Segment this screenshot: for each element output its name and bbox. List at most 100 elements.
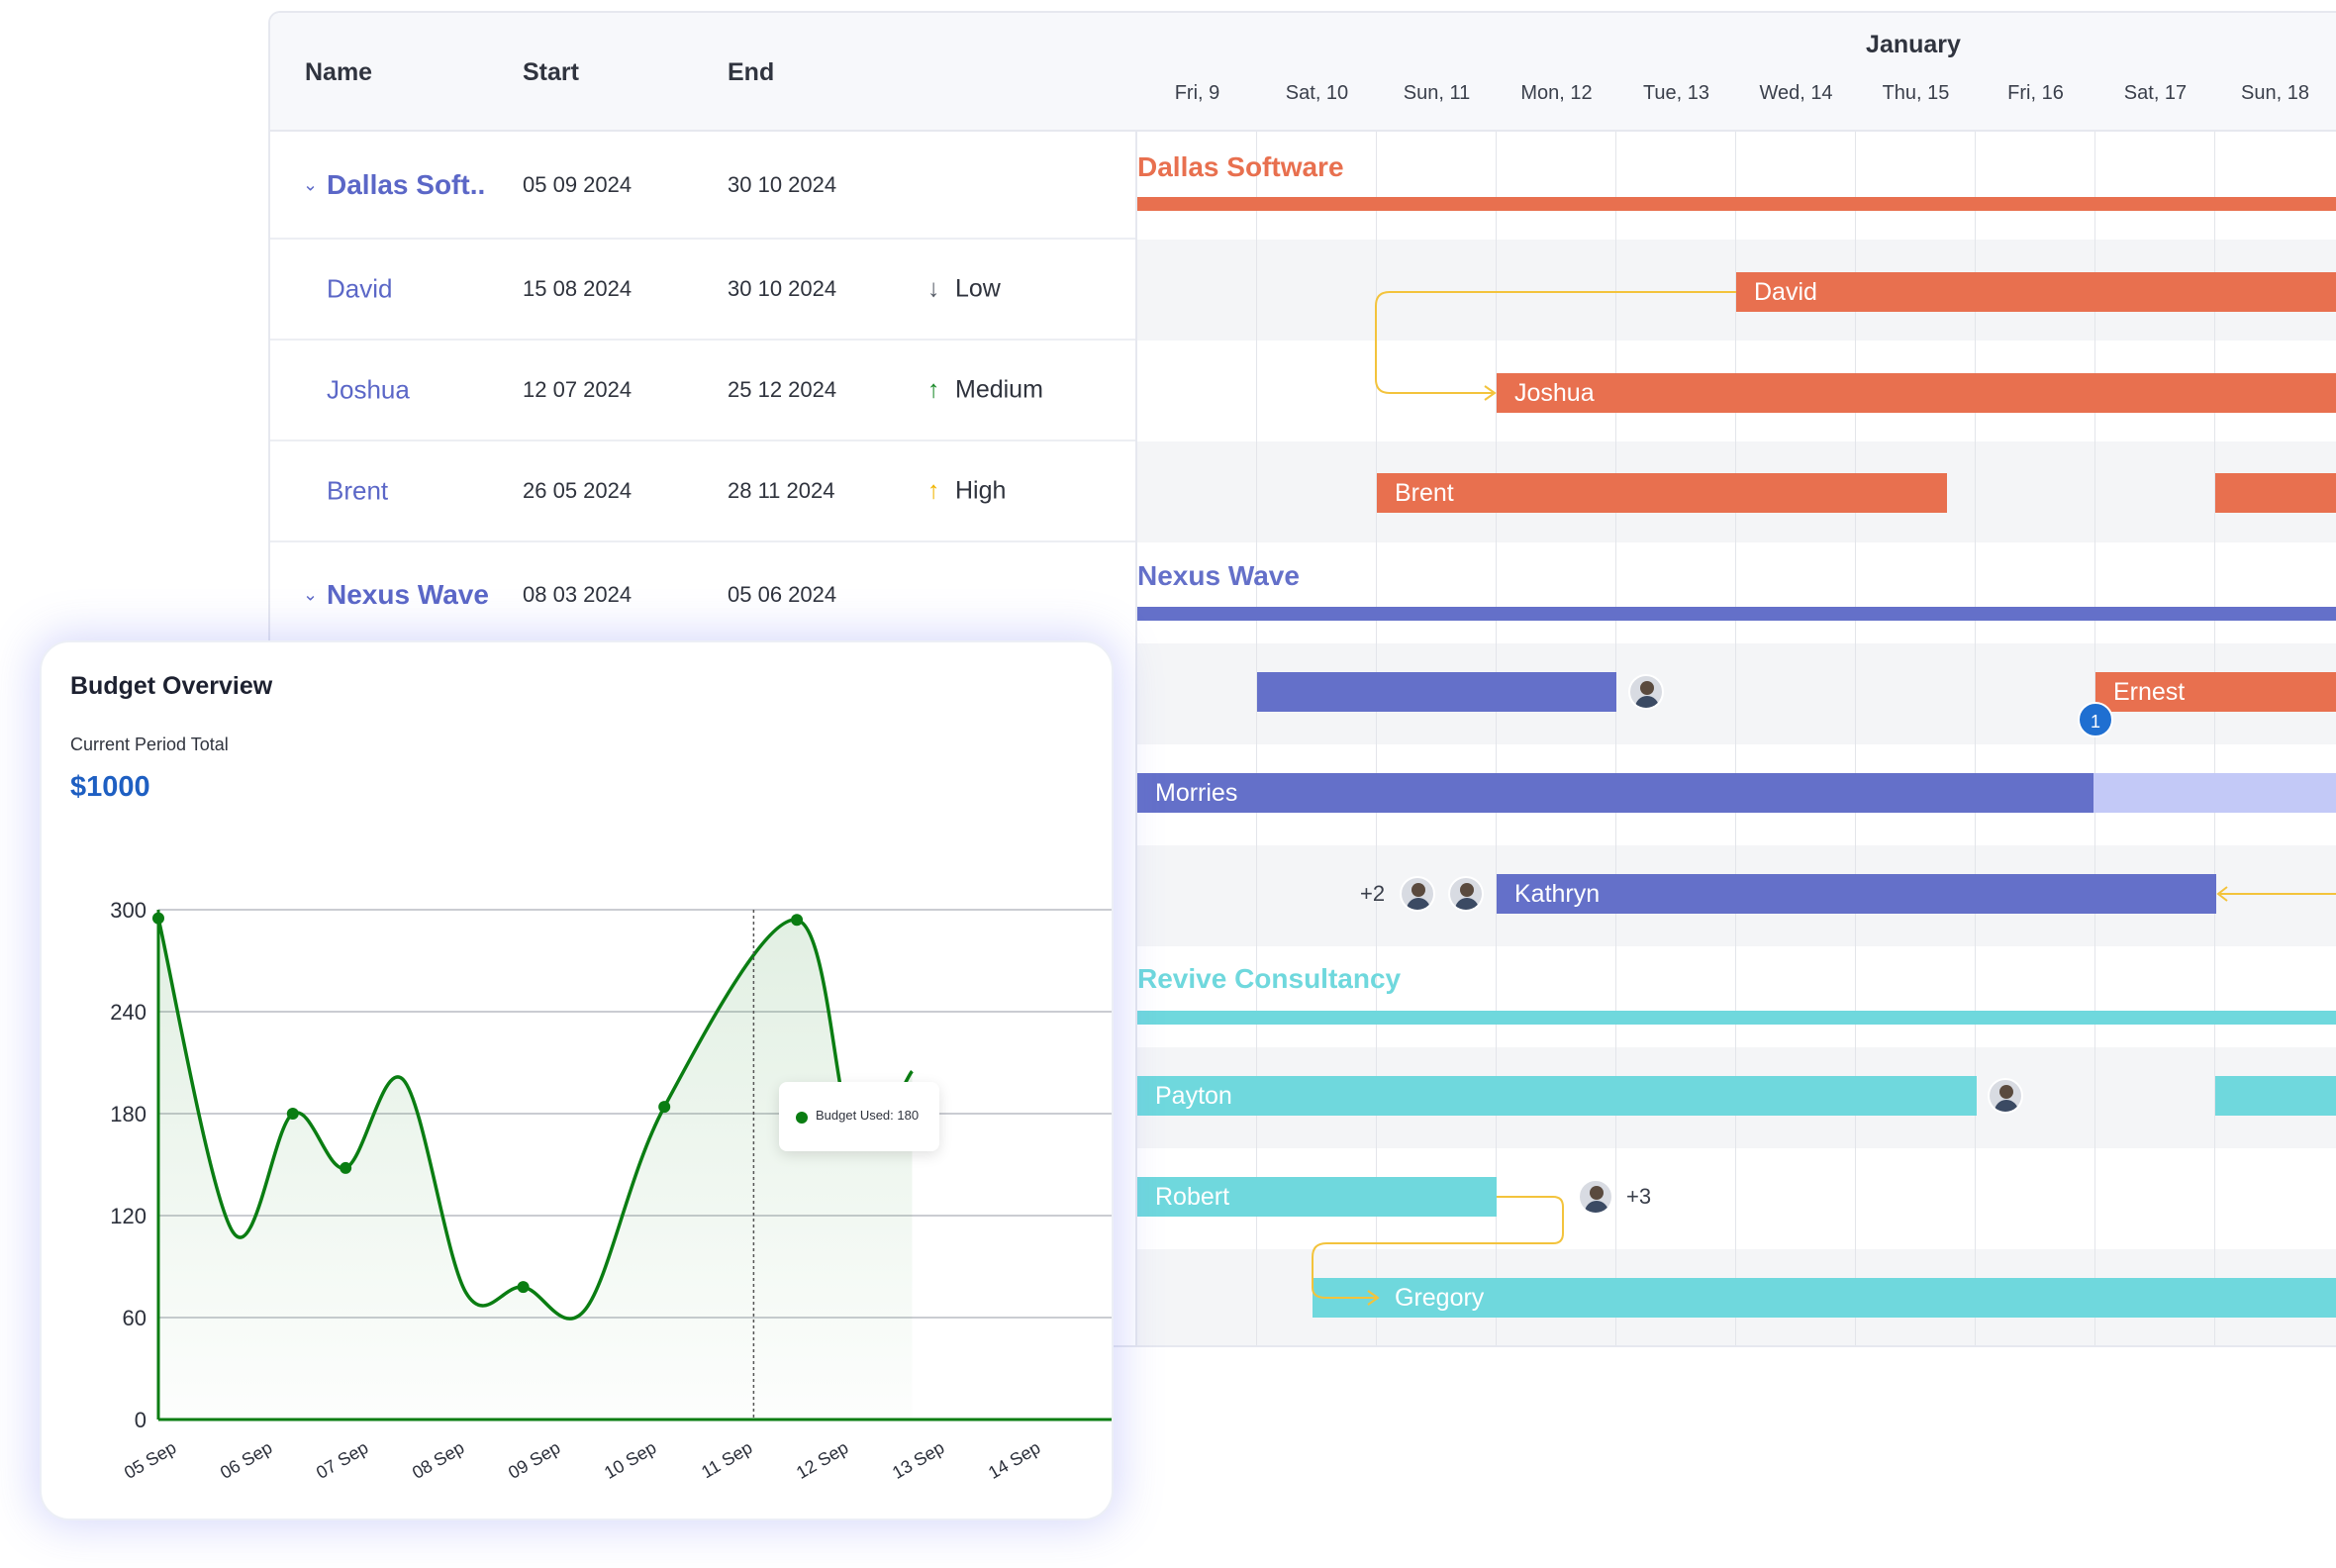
task-bar-david[interactable]: David	[1736, 272, 2336, 312]
day-gridline	[1376, 132, 1377, 1345]
task-bar-morries[interactable]: Morries	[1137, 773, 2093, 813]
priority-label: High	[955, 476, 1007, 505]
x-tick-label: 14 Sep	[985, 1437, 1043, 1483]
data-point	[340, 1161, 352, 1174]
arrow-up-icon: ↑	[927, 476, 940, 505]
priority-label: Low	[955, 274, 1001, 303]
x-tick-label: 13 Sep	[889, 1437, 947, 1483]
group-summary-bar[interactable]	[1137, 607, 2336, 621]
table-row[interactable]: David 15 08 2024 30 10 2024 ↓ Low	[270, 240, 1135, 341]
card-title: Budget Overview	[70, 672, 273, 700]
tooltip-text: Budget Used: 180	[816, 1108, 920, 1123]
budget-overview-card: Budget Overview Current Period Total $10…	[40, 640, 1114, 1520]
gantt-header: Name Start End January Fri, 9 Sat, 10 Su…	[270, 13, 2336, 132]
avatar[interactable]	[1448, 876, 1484, 912]
grid-divider	[1135, 132, 1137, 1345]
timeline-day: Sat, 17	[2123, 82, 2188, 104]
current-period-total: $1000	[70, 771, 150, 803]
timeline-month: January	[1866, 31, 1961, 58]
row-start: 12 07 2024	[523, 377, 633, 402]
day-gridline	[1496, 132, 1497, 1345]
x-tick-label: 05 Sep	[121, 1437, 179, 1483]
group-summary-bar[interactable]	[1137, 197, 2336, 211]
table-row[interactable]: Brent 26 05 2024 28 11 2024 ↑ High	[270, 441, 1135, 542]
timeline-day: Thu, 15	[1882, 82, 1950, 104]
column-header-end[interactable]: End	[728, 58, 775, 86]
dependency-line[interactable]	[1375, 291, 1736, 394]
day-gridline	[2094, 132, 2095, 1345]
table-row[interactable]: ⌄ Dallas Soft.. 05 09 2024 30 10 2024	[270, 132, 1135, 240]
column-header-name[interactable]: Name	[305, 58, 373, 86]
arrow-head-icon	[2216, 886, 2228, 902]
day-gridline	[2214, 132, 2215, 1345]
dependency-line[interactable]	[1312, 1196, 1564, 1299]
priority-label: Medium	[955, 375, 1043, 404]
row-name[interactable]: Nexus Wave	[327, 579, 489, 610]
row-end: 30 10 2024	[728, 171, 837, 197]
card-subtitle: Current Period Total	[70, 735, 229, 754]
more-assignees-count[interactable]: +3	[1626, 1184, 1652, 1209]
y-tick-label: 0	[135, 1408, 146, 1432]
day-gridline	[1735, 132, 1736, 1345]
row-start: 08 03 2024	[523, 582, 633, 607]
avatar[interactable]	[1628, 674, 1664, 710]
data-point	[791, 914, 804, 927]
row-name[interactable]: Joshua	[327, 374, 410, 405]
avatar[interactable]	[1578, 1179, 1613, 1215]
row-name[interactable]: David	[327, 273, 393, 304]
day-gridline	[1975, 132, 1976, 1345]
task-bar-progress-remaining[interactable]	[2093, 773, 2336, 813]
row-start: 26 05 2024	[523, 478, 633, 503]
timeline-day: Tue, 13	[1642, 82, 1710, 104]
avatar[interactable]	[1400, 876, 1435, 912]
timeline-day: Mon, 12	[1520, 82, 1593, 104]
table-row[interactable]: ⌄ Nexus Wave 08 03 2024 05 06 2024	[270, 542, 1135, 647]
x-tick-label: 11 Sep	[698, 1437, 755, 1482]
series-line	[156, 918, 914, 1321]
timeline-day: Wed, 14	[1759, 82, 1833, 104]
group-title: Dallas Software	[1137, 151, 1344, 182]
data-point	[658, 1101, 671, 1114]
chevron-down-icon[interactable]: ⌄	[303, 174, 319, 194]
table-row[interactable]: Joshua 12 07 2024 25 12 2024 ↑ Medium	[270, 341, 1135, 441]
series-area	[158, 918, 913, 1420]
group-title: Revive Consultancy	[1137, 963, 1402, 994]
arrow-up-icon: ↑	[927, 375, 940, 404]
x-tick-label: 07 Sep	[313, 1437, 371, 1483]
data-point	[517, 1281, 530, 1294]
day-gridline	[1615, 132, 1616, 1345]
task-bar-unnamed[interactable]	[1257, 672, 1616, 712]
day-gridline	[1855, 132, 1856, 1345]
task-bar-brent[interactable]: Brent	[1377, 473, 1947, 513]
timeline-day: Fri, 9	[1174, 82, 1220, 104]
timeline-day: Sat, 10	[1285, 82, 1349, 104]
task-bar-segment[interactable]	[2215, 473, 2336, 513]
notification-badge[interactable]: 1	[2078, 702, 2113, 737]
group-title: Nexus Wave	[1137, 560, 1300, 591]
row-name[interactable]: Dallas Soft..	[327, 168, 486, 200]
more-assignees-count[interactable]: +2	[1360, 881, 1386, 906]
task-bar-payton[interactable]: Payton	[1137, 1076, 1977, 1116]
row-name[interactable]: Brent	[327, 475, 389, 506]
y-tick-label: 120	[110, 1204, 146, 1228]
x-tick-label: 06 Sep	[217, 1437, 275, 1483]
chart-tooltip: Budget Used: 180	[779, 1082, 939, 1151]
dependency-connectors	[1312, 291, 2336, 1306]
row-start: 05 09 2024	[523, 171, 633, 197]
task-bar-kathryn[interactable]: Kathryn	[1497, 874, 2216, 914]
arrow-head-icon	[1484, 385, 1497, 401]
column-header-start[interactable]: Start	[523, 58, 579, 86]
y-tick-label: 180	[110, 1102, 146, 1127]
avatar[interactable]	[1988, 1078, 2023, 1114]
x-tick-label: 08 Sep	[409, 1437, 467, 1483]
task-bar-gregory[interactable]: Gregory	[1313, 1278, 2336, 1318]
task-bar-segment[interactable]	[2215, 1076, 2336, 1116]
group-summary-bar[interactable]	[1137, 1011, 2336, 1025]
task-bar-ernest[interactable]: Ernest	[2095, 672, 2336, 712]
chevron-down-icon[interactable]: ⌄	[303, 584, 319, 605]
day-gridline	[1256, 132, 1257, 1345]
budget-line-chart[interactable]: 0 60 120 180 240 300 05 Sep 06 Sep 07 Sep 08 Sep 0…	[42, 642, 1114, 1520]
task-bar-robert[interactable]: Robert	[1137, 1177, 1497, 1217]
task-bar-joshua[interactable]: Joshua	[1497, 373, 2336, 413]
arrow-down-icon: ↓	[927, 274, 940, 303]
